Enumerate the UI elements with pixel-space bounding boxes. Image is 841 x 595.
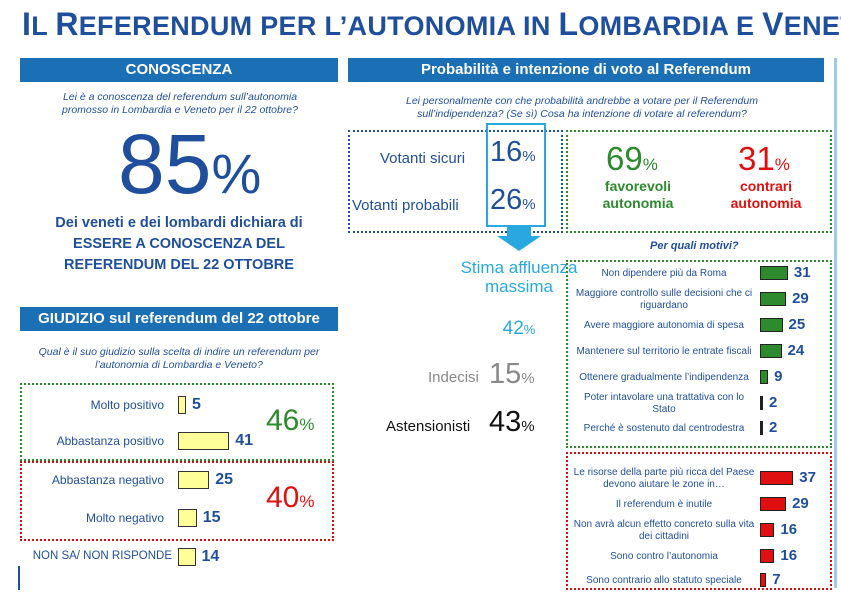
motivo-value: 37 bbox=[799, 469, 816, 486]
motivo-value: 29 bbox=[792, 290, 809, 307]
motivo-label: Ottenere gradualmente l’indipendenza bbox=[579, 372, 749, 383]
negative-total: 40% bbox=[266, 481, 315, 514]
giudizio-value: 41 bbox=[235, 432, 254, 449]
motivo-value: 7 bbox=[772, 571, 781, 588]
conoscenza-description: Dei veneti e dei lombardi dichiara di ES… bbox=[55, 215, 303, 273]
sicuri-value: 16% bbox=[490, 136, 536, 168]
motivo-label: Le risorse della parte più ricca del Pae… bbox=[573, 467, 755, 490]
indecisi-value: 15% bbox=[489, 358, 535, 390]
motivo-label: Non avrà alcun effetto concreto sulla vi… bbox=[573, 519, 755, 542]
giudizio-value: 25 bbox=[215, 471, 234, 488]
giudizio-question: Qual è il suo giudizio sulla scelta di i… bbox=[38, 346, 320, 371]
motivo-label: Poter intavolare una trattativa con lo S… bbox=[583, 392, 745, 415]
motivo-label: Maggiore controllo sulle decisioni che c… bbox=[575, 288, 753, 311]
giudizio-value: 5 bbox=[192, 396, 201, 413]
motivo-label: Sono contrario allo statuto speciale bbox=[586, 575, 742, 586]
votanti-box bbox=[348, 130, 563, 233]
down-arrow-icon bbox=[497, 226, 541, 251]
giudizio-bar bbox=[178, 432, 230, 450]
motivo-bar bbox=[760, 266, 788, 280]
contrari-label: contrari autonomia bbox=[730, 178, 802, 211]
motivo-value: 24 bbox=[787, 342, 805, 359]
negative-box bbox=[20, 461, 334, 541]
favorevoli-value: 69% bbox=[606, 140, 658, 177]
motivo-bar bbox=[760, 421, 763, 435]
motivo-value: 29 bbox=[792, 495, 809, 512]
intenzione-box bbox=[566, 130, 832, 233]
motivo-bar bbox=[760, 344, 782, 358]
right-edge-line bbox=[834, 58, 837, 588]
astensionisti-value: 43% bbox=[489, 406, 535, 438]
motivo-value: 31 bbox=[793, 264, 811, 281]
giudizio-value: 14 bbox=[201, 548, 220, 565]
conoscenza-header: CONOSCENZA bbox=[20, 58, 338, 82]
motivi-contrari-box bbox=[566, 452, 832, 590]
giudizio-value: 15 bbox=[202, 509, 221, 526]
probabilita-header: Probabilità e intenzione di voto al Refe… bbox=[348, 58, 824, 82]
page-title: IL REFERENDUM PER L’AUTONOMIA IN LOMBARD… bbox=[22, 6, 841, 42]
motivo-bar bbox=[760, 292, 787, 306]
favorevoli-label: favorevoli autonomia bbox=[602, 178, 674, 211]
motivo-label: Il referendum è inutile bbox=[615, 499, 713, 510]
motivo-label: Avere maggiore autonomia di spesa bbox=[584, 320, 744, 331]
contrari-value: 31% bbox=[738, 140, 790, 177]
motivo-bar bbox=[760, 523, 775, 537]
motivo-bar bbox=[760, 370, 769, 384]
giudizio-header: GIUDIZIO sul referendum del 22 ottobre bbox=[20, 307, 338, 331]
probabili-value: 26% bbox=[490, 184, 536, 216]
conoscenza-question: Lei è a conoscenza del referendum sull’a… bbox=[61, 91, 298, 116]
sicuri-label: Votanti sicuri bbox=[380, 150, 466, 167]
motivo-bar bbox=[760, 573, 767, 587]
giudizio-bar bbox=[178, 471, 210, 489]
stima-label: Stima affluenza massima bbox=[460, 258, 578, 296]
probabilita-question: Lei personalmente con che probabilità an… bbox=[406, 95, 758, 120]
giudizio-label: Molto negativo bbox=[85, 511, 164, 525]
motivo-bar bbox=[760, 549, 775, 563]
motivi-question: Per quali motivi? bbox=[650, 240, 739, 252]
motivi-favorevoli-box bbox=[566, 260, 832, 448]
motivo-value: 16 bbox=[780, 547, 798, 564]
motivo-label: Non dipendere più da Roma bbox=[601, 268, 727, 279]
giudizio-label: Molto positivo bbox=[90, 398, 164, 412]
giudizio-bar bbox=[178, 548, 196, 566]
astensionisti-label: Astensionisti bbox=[386, 418, 471, 435]
giudizio-bar bbox=[178, 509, 197, 527]
giudizio-bar bbox=[178, 396, 186, 414]
motivo-value: 25 bbox=[788, 316, 806, 333]
indecisi-label: Indecisi bbox=[428, 369, 479, 386]
giudizio-label: Abbastanza positivo bbox=[56, 434, 164, 448]
giudizio-label: NON SA/ NON RISPONDE bbox=[32, 550, 172, 562]
positive-box bbox=[20, 383, 334, 461]
probabili-label: Votanti probabili bbox=[352, 197, 459, 214]
motivo-bar bbox=[760, 471, 794, 485]
motivo-bar bbox=[760, 318, 783, 332]
motivo-label: Mantenere sul territorio le entrate fisc… bbox=[576, 346, 752, 357]
motivo-label: Perché è sostenuto dal centrodestra bbox=[583, 423, 745, 434]
giudizio-label: Abbastanza negativo bbox=[51, 473, 164, 487]
divider bbox=[18, 566, 20, 590]
motivo-value: 2 bbox=[769, 419, 778, 436]
positive-total: 46% bbox=[266, 404, 315, 437]
motivo-bar bbox=[760, 396, 763, 410]
motivo-value: 2 bbox=[769, 394, 778, 411]
motivo-value: 9 bbox=[774, 368, 783, 385]
motivo-bar bbox=[760, 497, 787, 511]
motivo-label: Sono contro l’autonomia bbox=[610, 551, 718, 562]
conoscenza-value: 85% bbox=[118, 117, 262, 211]
motivo-value: 16 bbox=[780, 521, 798, 538]
stima-value: 42% bbox=[502, 318, 536, 339]
